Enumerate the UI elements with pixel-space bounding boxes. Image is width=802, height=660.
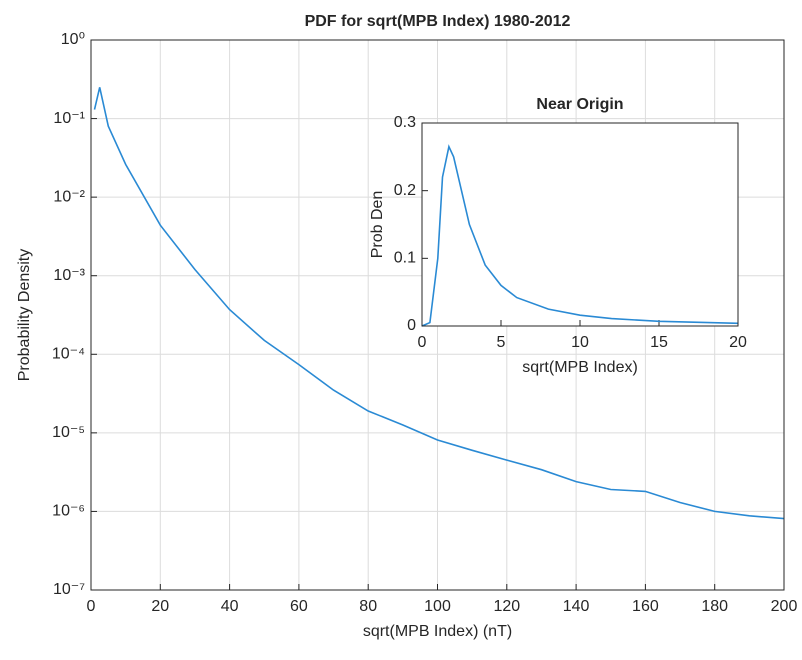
x-tick-label: 140: [563, 598, 590, 615]
x-tick-label: 10: [571, 334, 589, 351]
x-tick-label: 15: [650, 334, 668, 351]
x-tick-label: 180: [701, 598, 728, 615]
y-tick-label: 0.2: [394, 182, 416, 199]
x-tick-label: 5: [497, 334, 506, 351]
y-axis-label: Prob Den: [369, 191, 386, 259]
x-axis-label: sqrt(MPB Index) (nT): [363, 623, 512, 640]
y-tick-label: 0.1: [394, 250, 416, 267]
y-tick-label: 10⁻⁶: [52, 503, 85, 520]
y-tick-label: 0: [407, 317, 416, 334]
x-tick-label: 20: [729, 334, 747, 351]
x-tick-label: 100: [424, 598, 451, 615]
y-tick-label: 10⁻⁵: [52, 424, 85, 441]
x-tick-label: 60: [290, 598, 308, 615]
x-tick-label: 80: [359, 598, 377, 615]
x-tick-label: 40: [221, 598, 239, 615]
axes-box: [421, 122, 739, 327]
x-tick-label: 120: [493, 598, 520, 615]
x-tick-label: 200: [771, 598, 798, 615]
y-tick-label: 10⁰: [61, 31, 85, 48]
chart-title: PDF for sqrt(MPB Index) 1980-2012: [305, 13, 571, 30]
y-tick-label: 10⁻¹: [53, 110, 85, 127]
axes-box: [90, 39, 785, 591]
y-tick-label: 10⁻³: [53, 267, 85, 284]
plot-area: [422, 123, 738, 326]
x-tick-label: 0: [87, 598, 96, 615]
x-axis-label: sqrt(MPB Index): [522, 359, 638, 376]
data-line: [93, 87, 785, 520]
y-tick-label: 10⁻²: [53, 188, 85, 205]
x-tick-label: 0: [418, 334, 427, 351]
data-line: [421, 144, 739, 327]
x-tick-label: 160: [632, 598, 659, 615]
y-tick-label: 10⁻⁴: [52, 346, 85, 363]
y-axis-label: Probability Density: [16, 249, 33, 382]
x-tick-label: 20: [151, 598, 169, 615]
y-tick-label: 10⁻⁷: [53, 581, 85, 598]
y-tick-label: 0.3: [394, 114, 416, 131]
chart-title: Near Origin: [536, 96, 623, 113]
